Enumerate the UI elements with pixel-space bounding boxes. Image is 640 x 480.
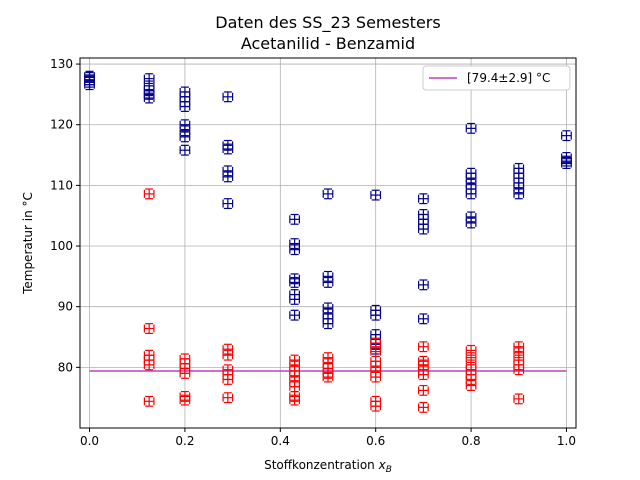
data-point <box>370 400 382 412</box>
data-point <box>222 91 234 103</box>
y-tick-label: 110 <box>50 178 73 192</box>
x-tick-label: 1.0 <box>557 434 576 448</box>
data-point <box>561 130 572 142</box>
x-axis-label: Stoffkonzentration xB <box>264 458 392 475</box>
data-point <box>222 392 234 404</box>
data-point <box>322 188 334 200</box>
data-point <box>322 276 334 288</box>
data-point <box>289 244 300 256</box>
data-point <box>370 371 382 383</box>
data-point <box>222 198 234 210</box>
data-point <box>179 119 191 131</box>
data-point <box>143 92 155 104</box>
data-point <box>84 71 95 83</box>
x-tick-label: 0.6 <box>366 434 385 448</box>
data-point <box>465 380 477 391</box>
x-tick-label: 0.2 <box>175 434 194 448</box>
data-point <box>322 371 334 383</box>
data-point <box>143 323 155 334</box>
data-point <box>222 349 234 361</box>
data-point <box>289 293 300 305</box>
y-tick-label: 90 <box>58 300 73 314</box>
data-point <box>513 393 525 405</box>
data-point <box>370 189 382 201</box>
data-point <box>465 188 477 200</box>
data-point <box>418 193 429 205</box>
data-point <box>143 395 155 407</box>
data-point <box>418 341 429 353</box>
data-point <box>143 188 155 200</box>
data-point <box>370 346 382 358</box>
x-tick-label: 0.4 <box>271 434 290 448</box>
data-point <box>143 359 155 371</box>
y-tick-label: 130 <box>50 57 73 71</box>
data-point <box>418 279 429 291</box>
chart-title: Daten des SS_23 Semesters <box>215 13 440 33</box>
data-point <box>289 394 300 406</box>
x-tick-label: 0.8 <box>462 434 481 448</box>
tick-labels: 0.0 0.2 0.4 0.6 0.8 1.0 80 90 100 110 120 130 <box>50 57 576 448</box>
axes <box>79 57 577 429</box>
legend-box <box>422 65 571 91</box>
data-point <box>179 131 191 143</box>
data-point <box>179 101 191 112</box>
data-point <box>418 401 429 413</box>
data-point <box>222 171 234 183</box>
y-axis-label: Temperatur in °C <box>21 192 35 295</box>
data-points <box>84 70 572 413</box>
data-point <box>289 276 300 288</box>
data-point <box>179 144 191 156</box>
grid-lines <box>80 58 576 428</box>
x-tick-label: 0.0 <box>80 434 99 448</box>
data-point <box>418 223 429 235</box>
data-point <box>561 158 572 169</box>
data-point <box>222 374 234 385</box>
data-point <box>418 313 429 325</box>
data-point <box>179 367 191 379</box>
plot-frame <box>79 57 577 429</box>
y-tick-label: 100 <box>50 239 73 253</box>
data-point <box>513 364 525 376</box>
data-point <box>465 122 477 134</box>
legend: [79.4±2.9] °C <box>422 65 571 91</box>
data-point <box>513 188 525 200</box>
y-tick-label: 80 <box>58 360 73 374</box>
data-point <box>465 217 477 229</box>
data-point <box>370 309 382 321</box>
data-point <box>289 381 300 393</box>
data-point <box>418 369 429 381</box>
legend-label: [79.4±2.9] °C <box>467 71 550 85</box>
data-point <box>222 143 234 155</box>
data-point <box>418 384 429 396</box>
chart-subtitle: Acetanilid - Benzamid <box>241 34 415 53</box>
data-point <box>179 394 191 406</box>
data-point <box>289 213 300 225</box>
y-tick-label: 120 <box>50 118 73 132</box>
data-point <box>289 309 300 321</box>
data-point <box>322 318 334 330</box>
